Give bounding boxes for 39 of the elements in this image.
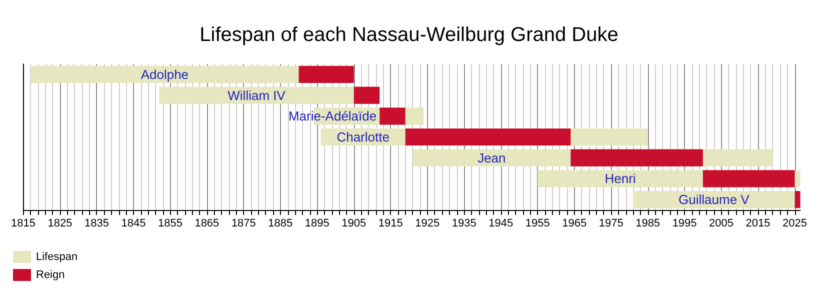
y-tick-label: Henri [604,171,636,186]
x-tick-label: 1845 [121,218,146,230]
x-tick-label: 1815 [10,218,36,230]
x-tick-label: 2015 [746,218,770,230]
x-tick-label: 2025 [782,218,808,230]
bar [570,149,703,166]
x-tick-label: 1885 [268,218,293,230]
y-tick-label: Adolphe [140,66,189,82]
x-tick-label: 1855 [158,218,182,230]
bar [380,108,406,125]
x-tick-label: 1905 [342,218,366,230]
x-tick-label: 1995 [672,218,697,230]
bar [298,66,354,83]
y-tick-label: William IV [228,88,286,103]
x-tick-label: 2005 [709,218,734,230]
legend-label: Reign [36,269,65,281]
y-tick-label: Marie-Adélaïde [288,108,377,124]
x-tick-label: 1915 [378,218,403,230]
bar [405,128,571,146]
x-tick-label: 1835 [84,218,109,230]
x-tick-label: 1825 [48,218,72,230]
x-tick-label: 1875 [231,218,256,230]
x-tick-label: 1955 [525,218,550,230]
x-tick-label: 1895 [304,218,330,230]
legend-label: Lifespan [36,251,78,263]
x-tick-label: 1945 [488,218,514,230]
x-tick-label: 1935 [452,218,476,230]
bar [702,170,795,188]
y-tick-label: Guillaume V [678,192,750,208]
bar [794,191,800,208]
chart-title: Lifespan of each Nassau-Weilburg Grand Duke [200,24,618,46]
x-tick-label: 1865 [194,218,220,230]
bar [354,86,380,104]
x-tick-label: 1975 [598,218,624,230]
y-tick-label: Charlotte [336,130,390,144]
x-tick-label: 1985 [636,218,660,230]
x-tick-label: 1965 [562,218,587,230]
y-tick-label: Jean [478,150,506,166]
x-tick-label: 1925 [415,218,440,230]
